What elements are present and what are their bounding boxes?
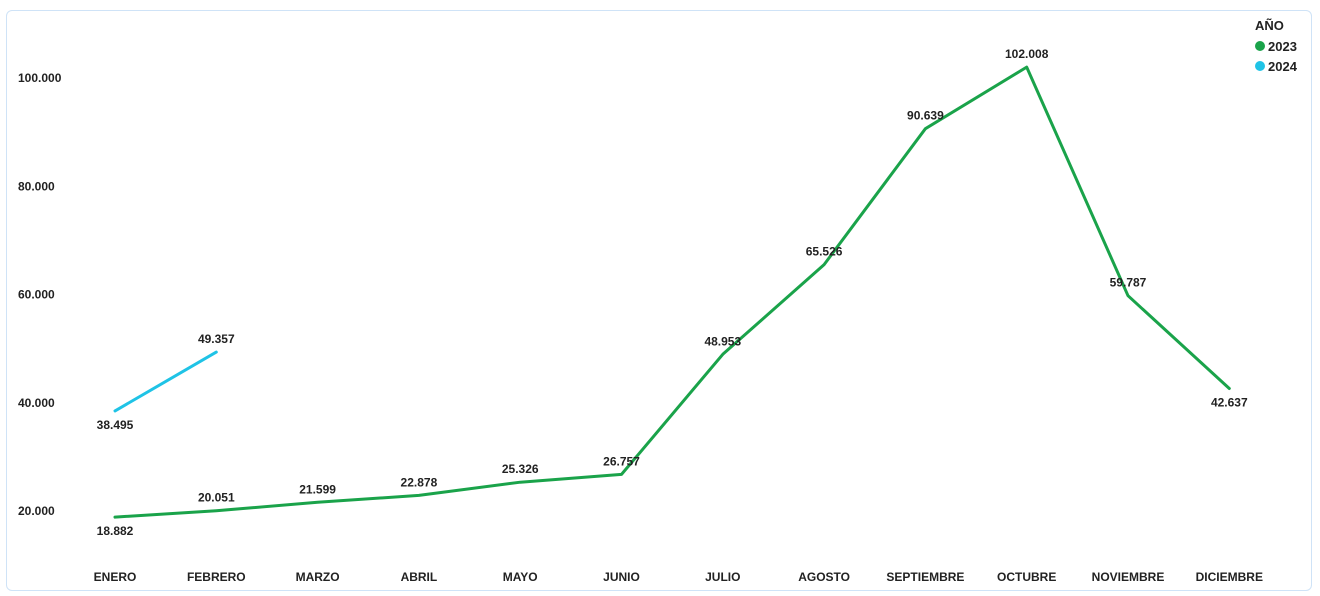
x-tick-label-julio: JULIO	[705, 570, 740, 584]
data-label-2023-febrero: 20.051	[198, 491, 235, 505]
x-tick-label-abril: ABRIL	[401, 570, 438, 584]
data-label-2023-noviembre: 59.787	[1110, 276, 1147, 290]
data-label-2023-mayo: 25.326	[502, 462, 539, 476]
data-label-2024-febrero: 49.357	[198, 332, 235, 346]
legend-item-2024[interactable]: 2024	[1255, 56, 1297, 76]
data-label-2023-marzo: 21.599	[299, 482, 336, 496]
x-tick-label-octubre: OCTUBRE	[997, 570, 1056, 584]
x-tick-label-enero: ENERO	[94, 570, 137, 584]
y-tick-label: 20.000	[18, 504, 55, 518]
data-label-2023-septiembre: 90.639	[907, 109, 944, 123]
legend-item-2023[interactable]: 2023	[1255, 36, 1297, 56]
series-line-2024[interactable]	[113, 350, 218, 413]
data-label-2023-julio: 48.953	[704, 334, 741, 348]
data-label-2023-octubre: 102.008	[1005, 47, 1049, 61]
x-tick-label-agosto: AGOSTO	[798, 570, 850, 584]
y-tick-label: 80.000	[18, 179, 55, 193]
y-tick-label: 60.000	[18, 288, 55, 302]
x-tick-label-mayo: MAYO	[503, 570, 538, 584]
x-tick-label-septiembre: SEPTIEMBRE	[886, 570, 964, 584]
data-label-2023-enero: 18.882	[97, 524, 134, 538]
chart-card	[6, 10, 1312, 591]
legend-label-2024: 2024	[1268, 58, 1297, 74]
x-tick-label-noviembre: NOVIEMBRE	[1092, 570, 1165, 584]
legend: AÑO 2023 2024	[1255, 18, 1297, 76]
legend-title: AÑO	[1255, 18, 1284, 33]
x-tick-label-junio: JUNIO	[603, 570, 640, 584]
data-label-2023-junio: 26.757	[603, 454, 640, 468]
data-label-2023-abril: 22.878	[401, 475, 438, 489]
legend-label-2023: 2023	[1268, 38, 1297, 54]
legend-marker-2023	[1255, 41, 1265, 51]
data-label-2023-agosto: 65.526	[806, 245, 843, 259]
y-tick-label: 40.000	[18, 396, 55, 410]
legend-marker-2024	[1255, 61, 1265, 71]
series-line-2023[interactable]	[113, 65, 1231, 519]
y-tick-label: 100.000	[18, 71, 62, 85]
x-tick-label-diciembre: DICIEMBRE	[1196, 570, 1263, 584]
x-tick-label-marzo: MARZO	[296, 570, 340, 584]
x-tick-label-febrero: FEBRERO	[187, 570, 246, 584]
data-label-2024-enero: 38.495	[97, 418, 134, 432]
data-label-2023-diciembre: 42.637	[1211, 395, 1248, 409]
